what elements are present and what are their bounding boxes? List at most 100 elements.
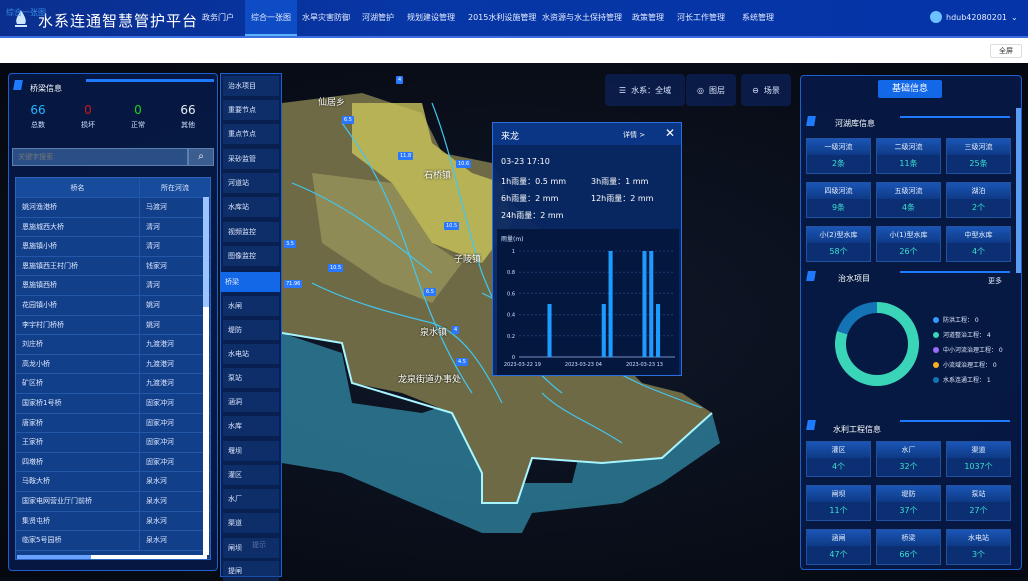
water-system-filter-button[interactable]: ☰ 水系：全域	[605, 74, 685, 106]
horizontal-scrollbar[interactable]	[17, 555, 207, 559]
menu-item[interactable]: 重点节点	[223, 124, 279, 144]
map-marker[interactable]: 10.6	[456, 160, 472, 168]
nav-portal[interactable]: 政务门户	[202, 13, 234, 22]
scrollbar-thumb[interactable]	[203, 197, 209, 307]
info-card[interactable]: 闸坝 11个	[806, 485, 871, 521]
menu-item[interactable]: 闸坝	[223, 538, 279, 558]
menu-item[interactable]: 河道站	[223, 173, 279, 193]
scene-button[interactable]: ⊖ 场景	[741, 74, 791, 106]
menu-item[interactable]: 堤防	[223, 320, 279, 340]
info-card[interactable]: 三级河流 25条	[946, 138, 1011, 174]
map-marker[interactable]: 71.96	[284, 280, 303, 288]
rain-bar[interactable]	[656, 304, 661, 357]
rain-bar[interactable]	[547, 304, 552, 357]
table-row[interactable]: 李宇村门桥桥 姚河	[16, 315, 210, 336]
map-marker[interactable]: 3.5	[284, 240, 296, 248]
nav-planning[interactable]: 规划建设管理	[407, 13, 455, 22]
table-row[interactable]: 恩施城西大桥 清河	[16, 217, 210, 238]
info-card[interactable]: 中型水库 4个	[946, 226, 1011, 262]
info-card[interactable]: 涵闸 47个	[806, 529, 871, 565]
right-scrollbar[interactable]	[1016, 108, 1021, 273]
map-marker[interactable]: 11.8	[398, 152, 414, 160]
nav-overview-map[interactable]: 综合一张图	[245, 0, 297, 36]
nav-river-chief[interactable]: 河长工作管理	[677, 13, 725, 22]
menu-item[interactable]: 治水项目	[223, 76, 279, 96]
nav-water-resources[interactable]: 水资源与水土保持管理	[542, 13, 622, 22]
info-card[interactable]: 湖泊 2个	[946, 182, 1011, 218]
map-marker[interactable]: 4	[396, 76, 404, 84]
nav-river-lake[interactable]: 河湖管护	[362, 13, 394, 22]
map-marker[interactable]: 10.5	[328, 264, 344, 272]
menu-item[interactable]: 桥梁	[220, 272, 280, 292]
menu-item[interactable]: 堰坝	[223, 441, 279, 461]
rain-bar[interactable]	[601, 304, 606, 357]
table-row[interactable]: 唐家桥 固家冲河	[16, 413, 210, 434]
scrollbar-thumb[interactable]	[17, 555, 91, 559]
rain-bar[interactable]	[649, 251, 654, 357]
table-row[interactable]: 矿区桥 九渡港河	[16, 374, 210, 394]
info-card[interactable]: 水电站 3个	[946, 529, 1011, 565]
table-row[interactable]: 马鞍大桥 泉水河	[16, 472, 210, 492]
info-card[interactable]: 泵站 27个	[946, 485, 1011, 521]
table-row[interactable]: 四墩桥 固家冲河	[16, 452, 210, 473]
nav-flood-drought[interactable]: 水旱灾害防御	[302, 13, 350, 22]
map-marker[interactable]: 4	[452, 326, 460, 334]
menu-item[interactable]: 渠道	[223, 513, 279, 533]
search-button[interactable]: ⌕	[188, 148, 214, 166]
info-card[interactable]: 渠道 1037个	[946, 441, 1011, 477]
table-row[interactable]: 国家电网营业厅门前桥 泉水河	[16, 491, 210, 512]
rain-bar[interactable]	[642, 251, 647, 357]
menu-item[interactable]: 采砂监管	[223, 149, 279, 169]
menu-item[interactable]: 提闸	[223, 561, 279, 581]
map-marker[interactable]: 6.5	[424, 288, 436, 296]
more-link[interactable]: 更多	[988, 277, 1002, 285]
table-row[interactable]: 恩施镇小桥 清河	[16, 237, 210, 257]
table-row[interactable]: 集贤屯桥 泉水河	[16, 511, 210, 532]
menu-item[interactable]: 水库站	[223, 197, 279, 217]
info-card[interactable]: 桥梁 66个	[876, 529, 941, 565]
layers-button[interactable]: ◎ 图层	[686, 74, 736, 106]
info-card[interactable]: 一级河流 2条	[806, 138, 871, 174]
menu-item[interactable]: 泵站	[223, 368, 279, 388]
info-card[interactable]: 小(2)型水库 58个	[806, 226, 871, 262]
table-row[interactable]: 临家5号园桥 泉水河	[16, 531, 210, 551]
menu-item[interactable]: 水电站	[223, 344, 279, 364]
info-card[interactable]: 灌区 4个	[806, 441, 871, 477]
user-menu[interactable]: hdub42080201 ⌄	[930, 11, 1018, 23]
table-row[interactable]: 花园镇小桥 姚河	[16, 295, 210, 316]
menu-item[interactable]: 灌区	[223, 465, 279, 485]
menu-item[interactable]: 水库	[223, 416, 279, 436]
table-row[interactable]: 刘庄桥 九渡港河	[16, 335, 210, 355]
breadcrumb[interactable]: 综合一张图	[6, 8, 46, 17]
close-icon[interactable]: ✕	[665, 126, 676, 140]
table-row[interactable]: 王家桥 固家冲河	[16, 433, 210, 453]
info-card[interactable]: 堤防 37个	[876, 485, 941, 521]
map-marker[interactable]: 4.5	[456, 358, 468, 366]
vertical-scrollbar[interactable]	[203, 197, 209, 555]
menu-item[interactable]: 涵洞	[223, 392, 279, 412]
menu-item[interactable]: 水厂	[223, 489, 279, 509]
nav-facilities[interactable]: 2015水利设施管理	[468, 13, 537, 22]
donut-slice[interactable]	[837, 302, 877, 335]
info-card[interactable]: 小(1)型水库 26个	[876, 226, 941, 262]
menu-item[interactable]: 视频监控	[223, 222, 279, 242]
menu-item[interactable]: 图像监控	[223, 246, 279, 266]
nav-system[interactable]: 系统管理	[742, 13, 774, 22]
rain-bar[interactable]	[608, 251, 613, 357]
table-row[interactable]: 高龙小桥 九渡港河	[16, 354, 210, 375]
info-card[interactable]: 二级河流 11条	[876, 138, 941, 174]
menu-item[interactable]: 水闸	[223, 296, 279, 316]
search-input[interactable]	[12, 148, 188, 166]
nav-policy[interactable]: 政策管理	[632, 13, 664, 22]
map-marker[interactable]: 10.5	[444, 222, 460, 230]
table-row[interactable]: 姚河渔港桥 马渡河	[16, 198, 210, 218]
info-card[interactable]: 五级河流 4条	[876, 182, 941, 218]
map-marker[interactable]: 6.5	[342, 116, 354, 124]
info-card[interactable]: 四级河流 9条	[806, 182, 871, 218]
table-row[interactable]: 国家桥1号桥 固家冲河	[16, 393, 210, 414]
fullscreen-button[interactable]: 全屏	[990, 44, 1022, 58]
info-card[interactable]: 水厂 32个	[876, 441, 941, 477]
menu-item[interactable]: 重要节点	[223, 100, 279, 120]
table-row[interactable]: 恩施镇西桥 清河	[16, 276, 210, 296]
table-row[interactable]: 恩施镇西王村门桥 钱家河	[16, 256, 210, 277]
